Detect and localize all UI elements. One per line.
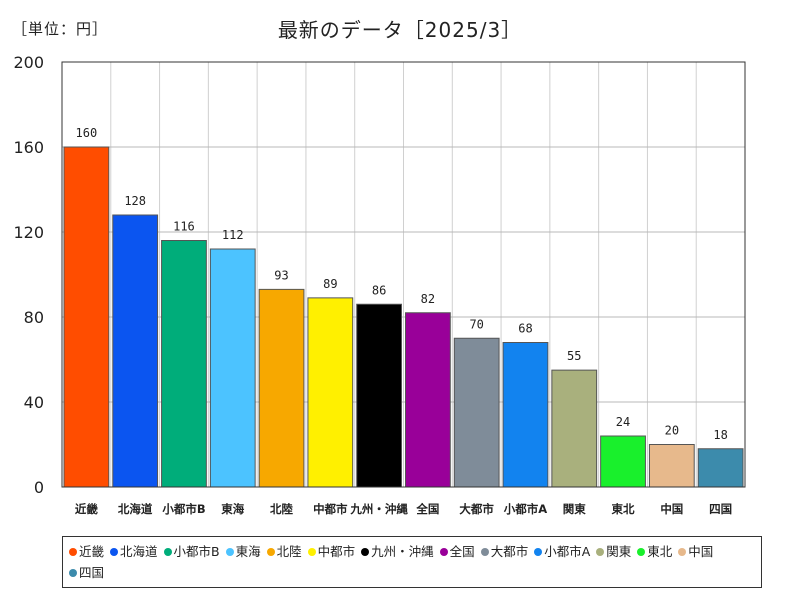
legend-label: 小都市B [173, 544, 220, 559]
bar-1 [112, 214, 159, 488]
bar-13 [697, 448, 744, 488]
bar-10 [551, 369, 598, 488]
legend-item: 九州・沖縄 [361, 541, 434, 562]
y-tick-label: 80 [24, 308, 44, 327]
chart-title: 最新のデータ［2025/3］ [277, 18, 523, 42]
bar-5 [307, 297, 354, 488]
data-label: 116 [173, 220, 195, 234]
legend-label: 大都市 [490, 544, 529, 559]
legend-item: 関東 [596, 541, 631, 562]
legend-swatch [361, 548, 370, 556]
legend-swatch [596, 548, 605, 556]
x-tick-label: 小都市A [503, 502, 547, 516]
data-label: 70 [469, 317, 483, 331]
x-tick-label: 中国 [660, 502, 683, 516]
legend-label: 関東 [606, 544, 632, 559]
bar-12 [648, 444, 695, 488]
plot-frame [61, 61, 746, 488]
legend-item: 中国 [678, 541, 713, 562]
legend-item: 小都市A [534, 541, 590, 562]
bar-8 [453, 337, 500, 488]
chart-legend: 近畿 北海道 小都市B 東海 北陸 中都市 九州・沖縄 全国 大都市 小都市A 関東 東北 中国四国 [62, 536, 762, 588]
bar-2 [161, 240, 207, 488]
x-tick-label: 中都市 [313, 502, 348, 516]
legend-item: 四国 [69, 562, 104, 583]
bar-6 [356, 303, 403, 488]
legend-label: 全国 [449, 544, 475, 559]
legend-swatch [534, 548, 543, 556]
legend-swatch [480, 548, 489, 556]
bar-4 [258, 288, 305, 488]
legend-item: 北海道 [110, 541, 158, 562]
data-label: 18 [713, 428, 727, 442]
y-tick-label: 160 [13, 138, 44, 157]
x-tick-label: 大都市 [459, 502, 494, 516]
x-tick-label: 東海 [221, 502, 244, 516]
legend-swatch [266, 548, 275, 556]
legend-swatch [69, 569, 77, 577]
legend-swatch [69, 548, 77, 556]
data-label: 86 [372, 283, 386, 297]
y-tick-label: 40 [24, 393, 44, 412]
legend-item: 小都市B [163, 541, 220, 562]
bar-7 [405, 312, 451, 488]
legend-swatch [163, 548, 172, 556]
legend-swatch [307, 548, 316, 556]
legend-label: 中国 [688, 544, 714, 559]
data-label: 128 [124, 194, 146, 208]
legend-label: 近畿 [79, 544, 105, 559]
legend-item: 全国 [439, 541, 475, 562]
legend-item: 中都市 [307, 541, 356, 562]
legend-label: 東北 [647, 544, 673, 559]
legend-swatch [110, 548, 119, 556]
data-label: 112 [222, 228, 244, 242]
data-label: 24 [616, 415, 630, 429]
x-tick-label: 北海道 [118, 502, 153, 516]
legend-label: 北陸 [276, 544, 302, 559]
x-tick-label: 関東 [563, 502, 586, 516]
legend-item: 東北 [637, 541, 672, 562]
bar-3 [209, 248, 256, 488]
data-label: 20 [665, 424, 679, 438]
bar-9 [502, 342, 549, 488]
x-tick-label: 九州・沖縄 [349, 502, 408, 516]
y-tick-label: 0 [34, 478, 44, 497]
data-label: 68 [518, 322, 532, 336]
legend-swatch [439, 548, 448, 556]
bar-11 [600, 435, 646, 488]
legend-swatch [637, 548, 646, 556]
legend-item: 近畿 [69, 541, 104, 562]
legend-item: 東海 [225, 541, 261, 562]
legend-label: 東海 [235, 544, 261, 559]
legend-label: 四国 [79, 565, 105, 580]
legend-label: 北海道 [120, 544, 158, 559]
x-tick-label: 北陸 [270, 502, 293, 516]
x-tick-label: 東北 [612, 502, 635, 516]
legend-item: 大都市 [480, 541, 529, 562]
data-label: 89 [323, 277, 337, 291]
legend-item: 北陸 [266, 541, 302, 562]
legend-label: 小都市A [544, 544, 591, 559]
legend-swatch [678, 548, 687, 556]
data-label: 82 [421, 292, 435, 306]
data-label: 93 [274, 268, 288, 282]
x-tick-label: 小都市B [161, 502, 205, 516]
data-label: 55 [567, 349, 581, 363]
x-tick-label: 全国 [415, 502, 439, 516]
x-tick-label: 近畿 [75, 502, 98, 516]
legend-swatch [225, 548, 234, 556]
data-label: 160 [76, 126, 98, 140]
unit-label: ［単位：円］ [12, 20, 109, 38]
bar-0 [63, 146, 110, 488]
y-tick-label: 120 [13, 223, 44, 242]
legend-label: 九州・沖縄 [371, 544, 434, 559]
x-tick-label: 四国 [709, 502, 732, 516]
y-tick-label: 200 [13, 53, 44, 72]
legend-label: 中都市 [317, 544, 356, 559]
